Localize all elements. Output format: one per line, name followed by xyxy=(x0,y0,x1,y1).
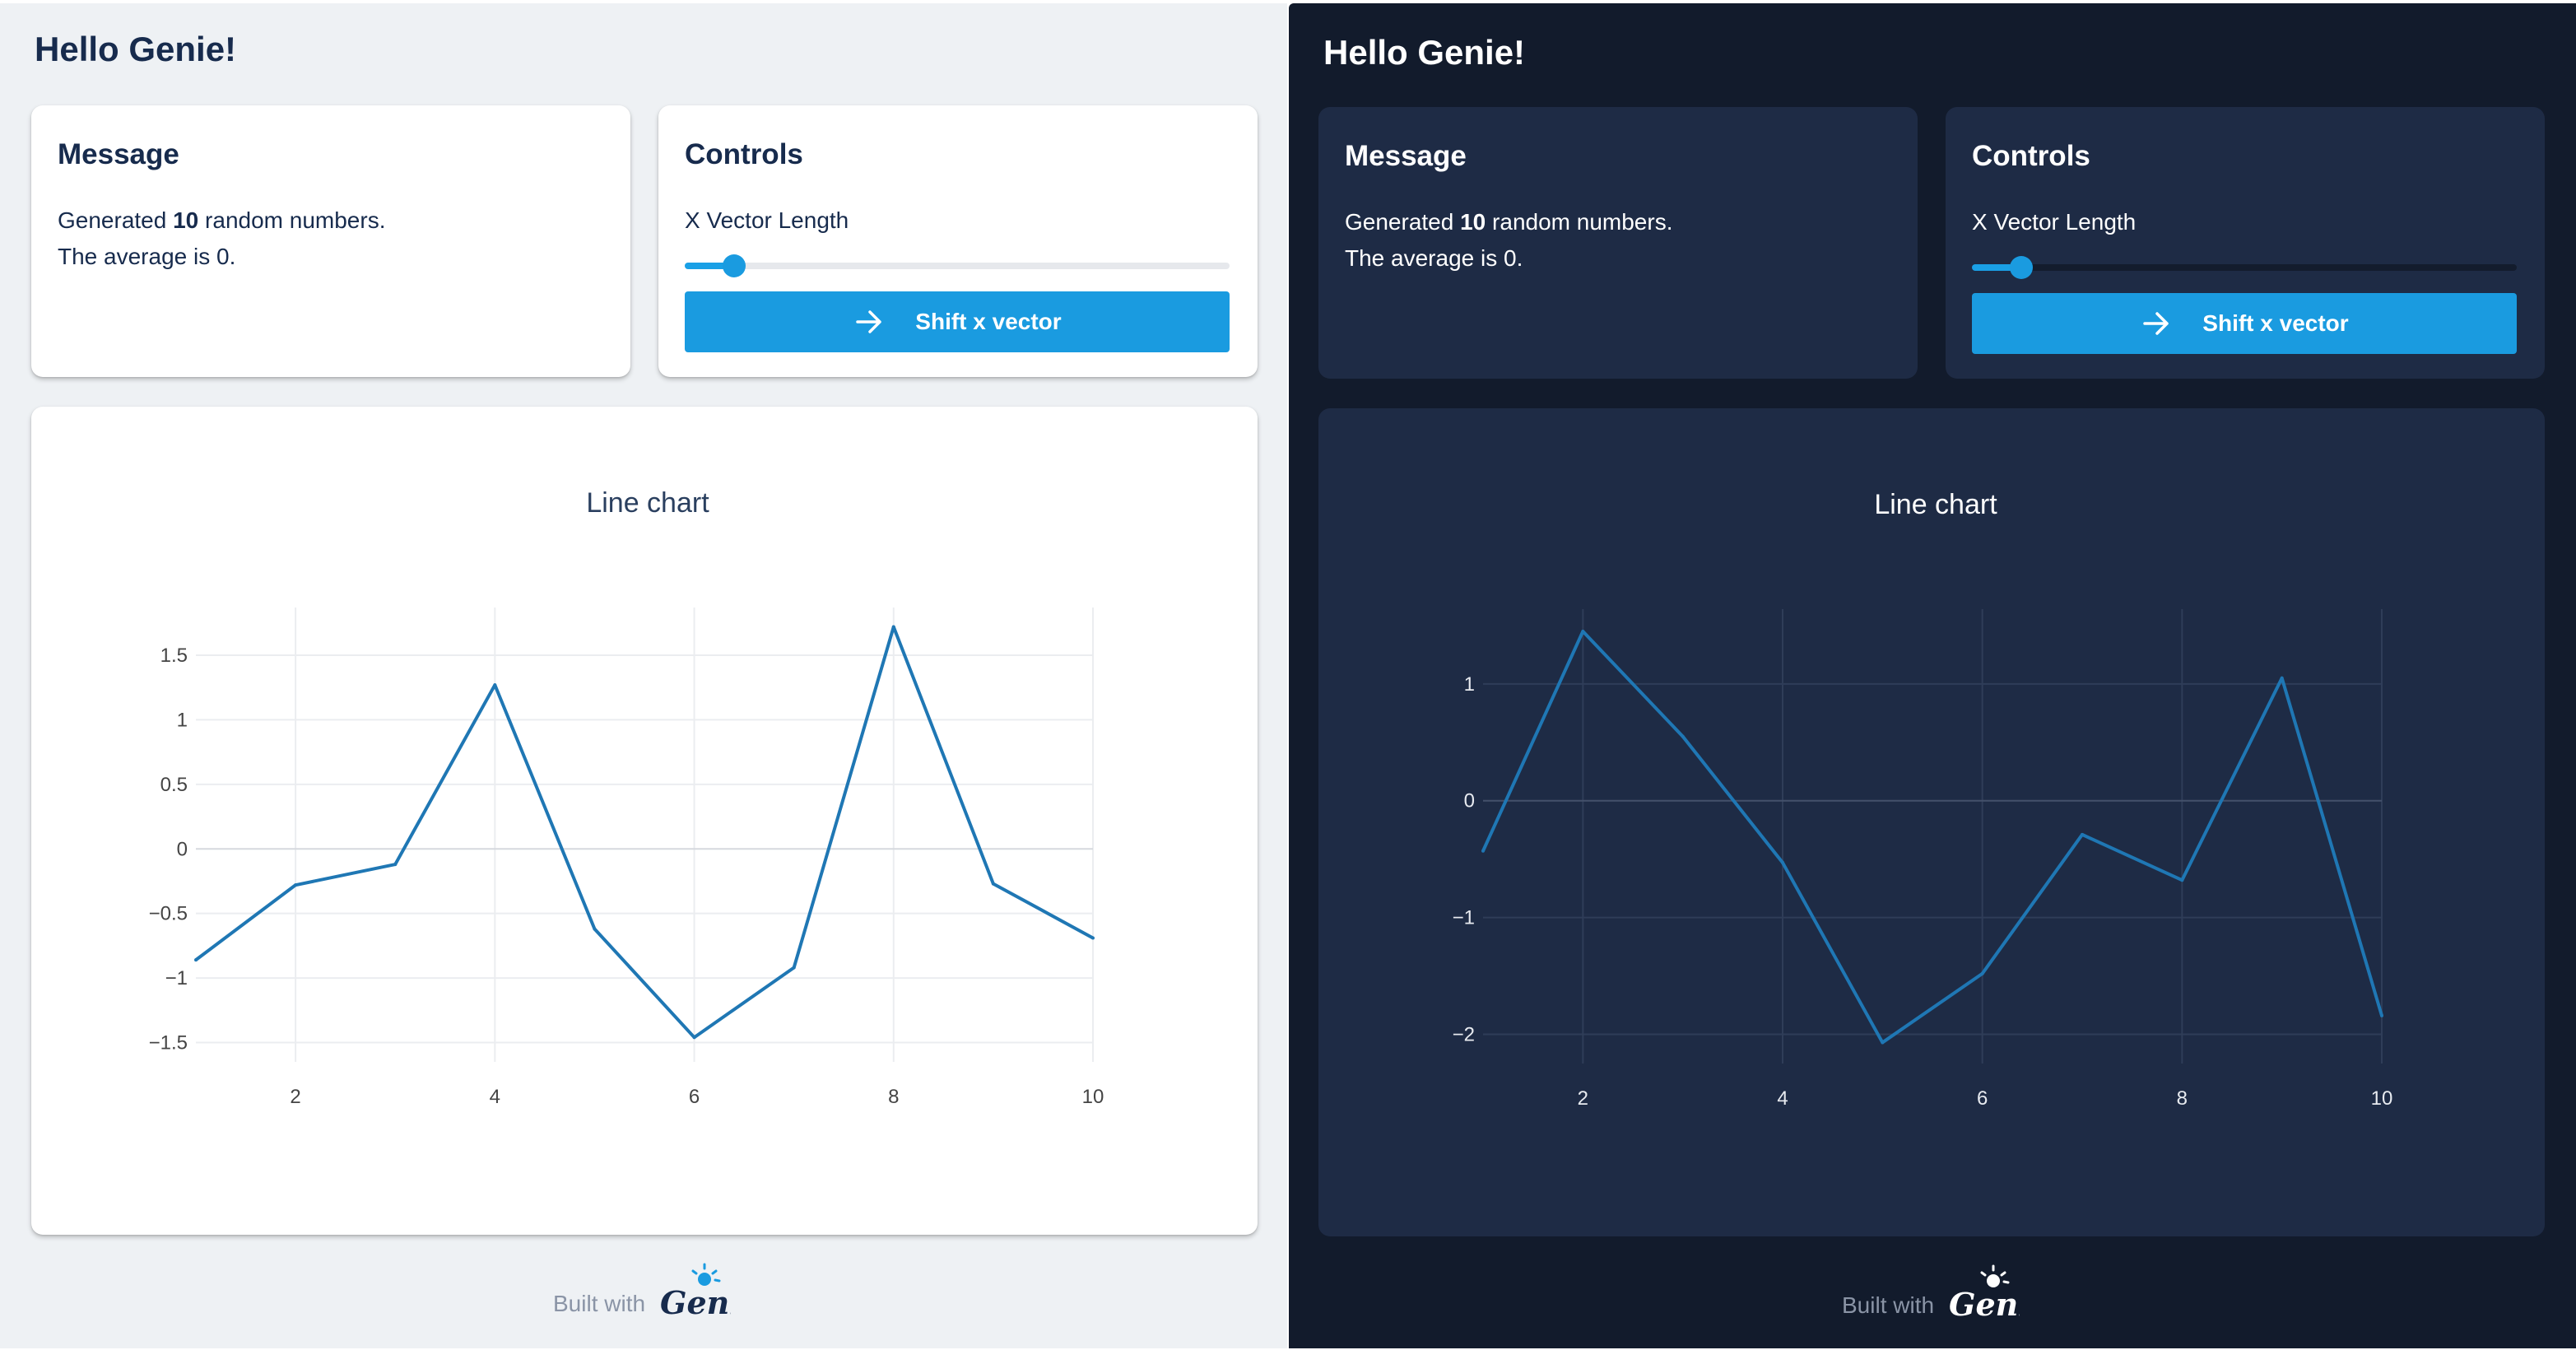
x-tick-label: 6 xyxy=(1977,1087,1988,1110)
data-point xyxy=(891,625,895,629)
y-tick-label: −1.5 xyxy=(149,1031,188,1054)
data-point xyxy=(1881,1040,1885,1045)
chart-title: Line chart xyxy=(1874,489,1997,520)
built-with-text: Built with xyxy=(1842,1292,1935,1318)
y-tick-label: 0 xyxy=(1464,790,1475,812)
data-point xyxy=(493,683,497,687)
data-point xyxy=(2081,832,2084,836)
data-point xyxy=(1481,849,1485,853)
shift-x-vector-button[interactable]: Shift x vector xyxy=(1972,293,2517,354)
genie-logo[interactable]: Genie xyxy=(657,1261,731,1320)
data-point xyxy=(792,966,796,970)
data-point xyxy=(1980,971,1984,975)
data-point xyxy=(1781,860,1784,864)
y-tick-label: 0.5 xyxy=(160,774,188,796)
dark-theme-panel: Hello Genie! Message Generated 10 random… xyxy=(1289,3,2576,1348)
data-point xyxy=(593,927,597,931)
built-with-footer: Built with Genie xyxy=(553,1261,731,1320)
message-count: 10 xyxy=(1460,209,1486,235)
shift-button-label: Shift x vector xyxy=(2202,310,2349,336)
y-tick-label: 0 xyxy=(177,838,188,860)
controls-card-title: Controls xyxy=(1972,140,2090,172)
series-line xyxy=(1481,629,2383,1045)
x-tick-label: 4 xyxy=(490,1086,500,1108)
data-point xyxy=(393,863,398,867)
x-vector-length-slider[interactable] xyxy=(685,254,1230,277)
series-line xyxy=(194,625,1094,1040)
line-chart-card: Line chart 2 4 6 8 10 −2 −1 0 1 xyxy=(1318,408,2545,1236)
built-with-footer: Built with Genie xyxy=(1842,1263,2020,1322)
genie-logo[interactable]: Genie xyxy=(1946,1263,2020,1322)
x-vector-length-label: X Vector Length xyxy=(685,207,849,233)
y-tick-label: −2 xyxy=(1453,1024,1475,1046)
message-average-line: The average is 0. xyxy=(58,244,236,269)
line-chart: Line chart 2 4 6 8 10 −1.5 −1 −0.5 0 0.5 1 1.5 xyxy=(149,487,1104,1108)
slider-thumb[interactable] xyxy=(2009,256,2033,279)
light-theme-panel: Hello Genie! Message Generated 10 random… xyxy=(0,3,1287,1348)
y-tick-label: 1 xyxy=(177,709,188,731)
shift-button-label: Shift x vector xyxy=(915,309,1062,334)
message-card: Message Generated 10 random numbers. The… xyxy=(1318,107,1918,379)
message-suffix: random numbers. xyxy=(198,207,386,233)
x-vector-length-slider[interactable] xyxy=(1972,256,2517,279)
x-tick-label: 2 xyxy=(1578,1087,1588,1110)
message-generated-line: Generated 10 random numbers. xyxy=(1345,209,1672,235)
line-chart: Line chart 2 4 6 8 10 −2 −1 0 1 xyxy=(1453,489,2393,1110)
x-vector-length-label: X Vector Length xyxy=(1972,209,2137,235)
message-generated-line: Generated 10 random numbers. xyxy=(58,207,385,234)
built-with-text: Built with xyxy=(553,1291,646,1316)
message-prefix: Generated xyxy=(1345,209,1461,235)
app-title: Hello Genie! xyxy=(35,30,237,68)
y-tick-label: −0.5 xyxy=(149,903,188,925)
data-point xyxy=(2380,1013,2383,1017)
y-tick-label: −1 xyxy=(165,967,188,989)
message-card-title: Message xyxy=(58,138,179,170)
slider-fill xyxy=(685,263,734,269)
line-chart-card: Line chart 2 4 6 8 10 −1.5 −1 −0.5 0 0.5 1 1.5 xyxy=(31,407,1258,1235)
data-point xyxy=(1091,936,1095,940)
svg-text:Genie: Genie xyxy=(1949,1286,2020,1322)
y-tick-label: −1 xyxy=(1453,907,1475,929)
message-card: Message Generated 10 random numbers. The… xyxy=(31,105,630,377)
x-tick-label: 8 xyxy=(2177,1087,2188,1110)
x-tick-label: 8 xyxy=(888,1086,899,1108)
data-point xyxy=(2180,878,2184,882)
data-point xyxy=(692,1036,696,1040)
data-point xyxy=(1581,629,1585,633)
message-suffix: random numbers. xyxy=(1486,209,1673,235)
x-tick-label: 10 xyxy=(1082,1086,1104,1108)
arrow-right-icon xyxy=(2143,312,2169,335)
controls-card: Controls X Vector Length Shift x vector xyxy=(658,105,1258,377)
chart-title: Line chart xyxy=(586,487,709,519)
arrow-right-icon xyxy=(856,310,882,333)
message-prefix: Generated xyxy=(58,207,174,233)
shift-x-vector-button[interactable]: Shift x vector xyxy=(685,291,1230,352)
svg-text:Genie: Genie xyxy=(660,1284,731,1320)
x-tick-label: 6 xyxy=(689,1086,700,1108)
data-point xyxy=(991,882,995,886)
data-point xyxy=(294,883,298,887)
slider-thumb[interactable] xyxy=(722,254,746,277)
message-count: 10 xyxy=(173,207,199,233)
slider-fill xyxy=(1972,264,2021,271)
data-point xyxy=(194,958,198,962)
data-point xyxy=(1681,734,1685,738)
message-card-title: Message xyxy=(1345,140,1467,172)
controls-card-title: Controls xyxy=(685,138,803,170)
x-tick-label: 2 xyxy=(290,1086,300,1108)
x-tick-label: 10 xyxy=(2371,1087,2393,1110)
app-title: Hello Genie! xyxy=(1323,33,1526,72)
controls-card: Controls X Vector Length Shift x vector xyxy=(1946,107,2545,379)
y-tick-label: 1 xyxy=(1464,673,1475,696)
y-tick-label: 1.5 xyxy=(160,645,188,667)
message-average-line: The average is 0. xyxy=(1345,245,1523,271)
x-tick-label: 4 xyxy=(1777,1087,1788,1110)
data-point xyxy=(2280,676,2284,680)
